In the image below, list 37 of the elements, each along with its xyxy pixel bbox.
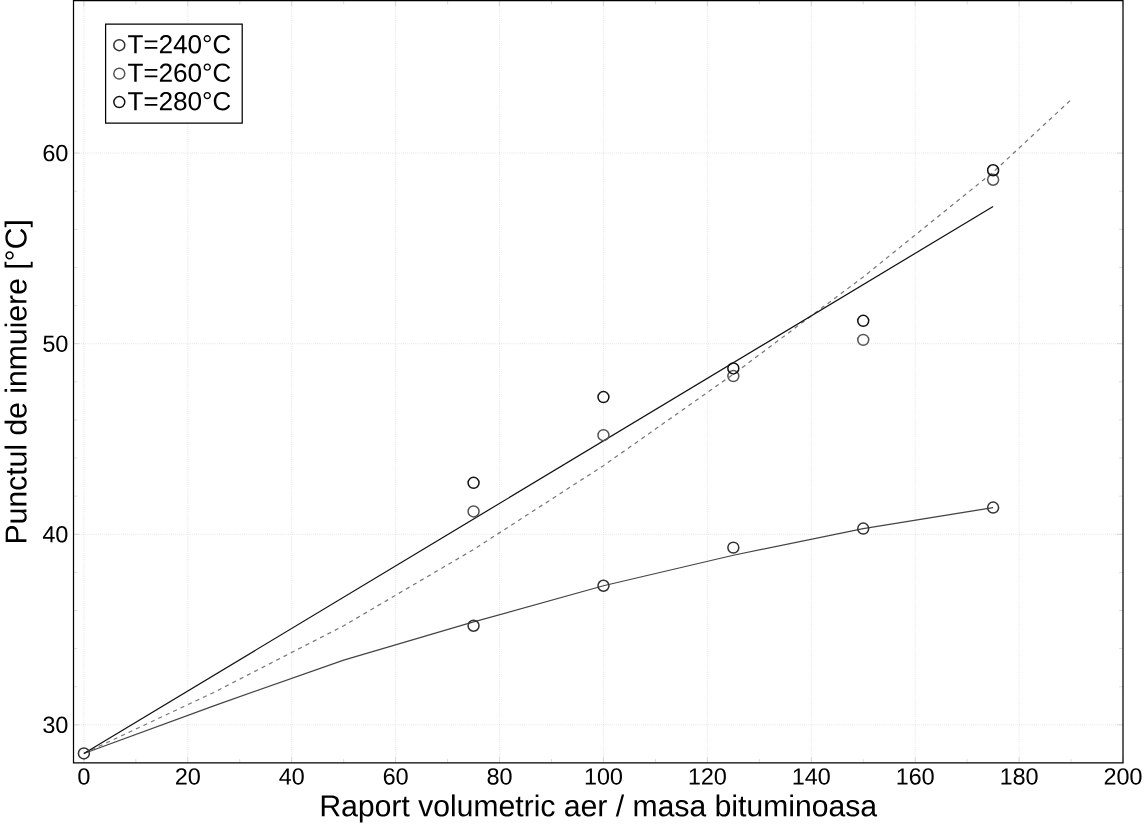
x-tick-label: 140 <box>793 768 830 785</box>
x-tick-label: 0 <box>78 768 90 785</box>
x-tick-label: 180 <box>1001 768 1038 785</box>
point <box>727 541 740 554</box>
y-tick-label: 30 <box>43 716 68 734</box>
x-tick-label: 60 <box>383 768 408 785</box>
x-tick-label: 200 <box>1104 768 1142 785</box>
point <box>986 163 1000 177</box>
point <box>467 505 480 518</box>
legend-label: T=240°C <box>128 35 231 54</box>
x-tick-label: 80 <box>487 768 512 785</box>
point <box>986 501 1000 514</box>
y-tick-label: 50 <box>43 335 68 352</box>
point <box>856 522 870 535</box>
point <box>597 390 610 404</box>
point <box>856 314 870 328</box>
x-tick-label: 40 <box>279 768 304 785</box>
point <box>727 362 740 375</box>
line-series <box>83 506 994 755</box>
y-tick-label: 60 <box>43 144 68 162</box>
x-tick-label: 100 <box>585 768 622 785</box>
point <box>467 619 480 632</box>
y-axis-title: Punctul de inmuiere [°C] <box>4 221 33 542</box>
legend-label: T=280°C <box>128 91 231 111</box>
legend-label: T=260°C <box>128 63 231 82</box>
point <box>597 579 610 592</box>
x-axis-title: Raport volumetric aer / masa bituminoasa <box>321 794 878 823</box>
point <box>77 747 91 760</box>
point <box>986 173 1000 186</box>
y-tick-label: 40 <box>42 525 68 543</box>
point <box>467 476 480 490</box>
point <box>727 369 740 383</box>
x-tick-label: 120 <box>689 768 726 785</box>
point <box>597 428 610 442</box>
x-tick-label: 20 <box>176 768 200 785</box>
point <box>856 333 870 347</box>
x-tick-label: 160 <box>897 768 934 785</box>
